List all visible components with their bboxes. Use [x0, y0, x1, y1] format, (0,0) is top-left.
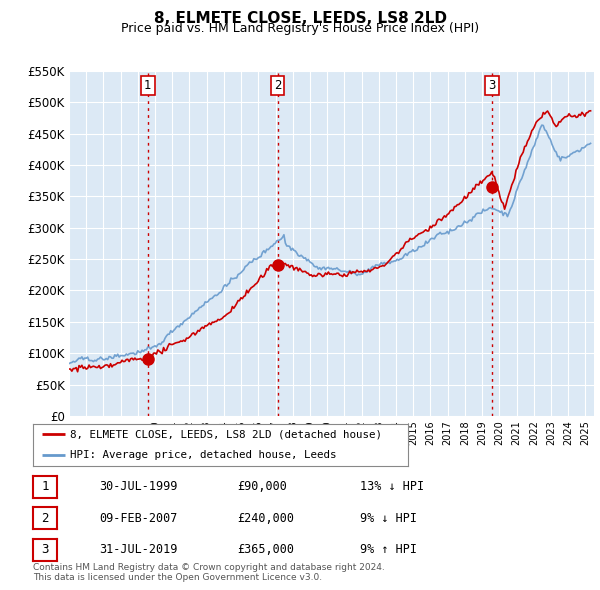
Text: 30-JUL-1999: 30-JUL-1999	[99, 480, 178, 493]
Text: 31-JUL-2019: 31-JUL-2019	[99, 543, 178, 556]
Text: 8, ELMETE CLOSE, LEEDS, LS8 2LD: 8, ELMETE CLOSE, LEEDS, LS8 2LD	[154, 11, 446, 25]
Text: £240,000: £240,000	[237, 512, 294, 525]
Text: 3: 3	[41, 543, 49, 556]
Text: 2: 2	[274, 80, 281, 93]
Text: Contains HM Land Registry data © Crown copyright and database right 2024.
This d: Contains HM Land Registry data © Crown c…	[33, 563, 385, 582]
Text: 8, ELMETE CLOSE, LEEDS, LS8 2LD (detached house): 8, ELMETE CLOSE, LEEDS, LS8 2LD (detache…	[71, 430, 383, 439]
Text: 1: 1	[41, 480, 49, 493]
Text: £365,000: £365,000	[237, 543, 294, 556]
Text: 1: 1	[144, 80, 152, 93]
Text: 9% ↑ HPI: 9% ↑ HPI	[360, 543, 417, 556]
Text: HPI: Average price, detached house, Leeds: HPI: Average price, detached house, Leed…	[71, 451, 337, 460]
Text: 13% ↓ HPI: 13% ↓ HPI	[360, 480, 424, 493]
Text: £90,000: £90,000	[237, 480, 287, 493]
Text: 2: 2	[41, 512, 49, 525]
Text: Price paid vs. HM Land Registry's House Price Index (HPI): Price paid vs. HM Land Registry's House …	[121, 22, 479, 35]
Text: 9% ↓ HPI: 9% ↓ HPI	[360, 512, 417, 525]
Text: 3: 3	[488, 80, 496, 93]
Text: 09-FEB-2007: 09-FEB-2007	[99, 512, 178, 525]
